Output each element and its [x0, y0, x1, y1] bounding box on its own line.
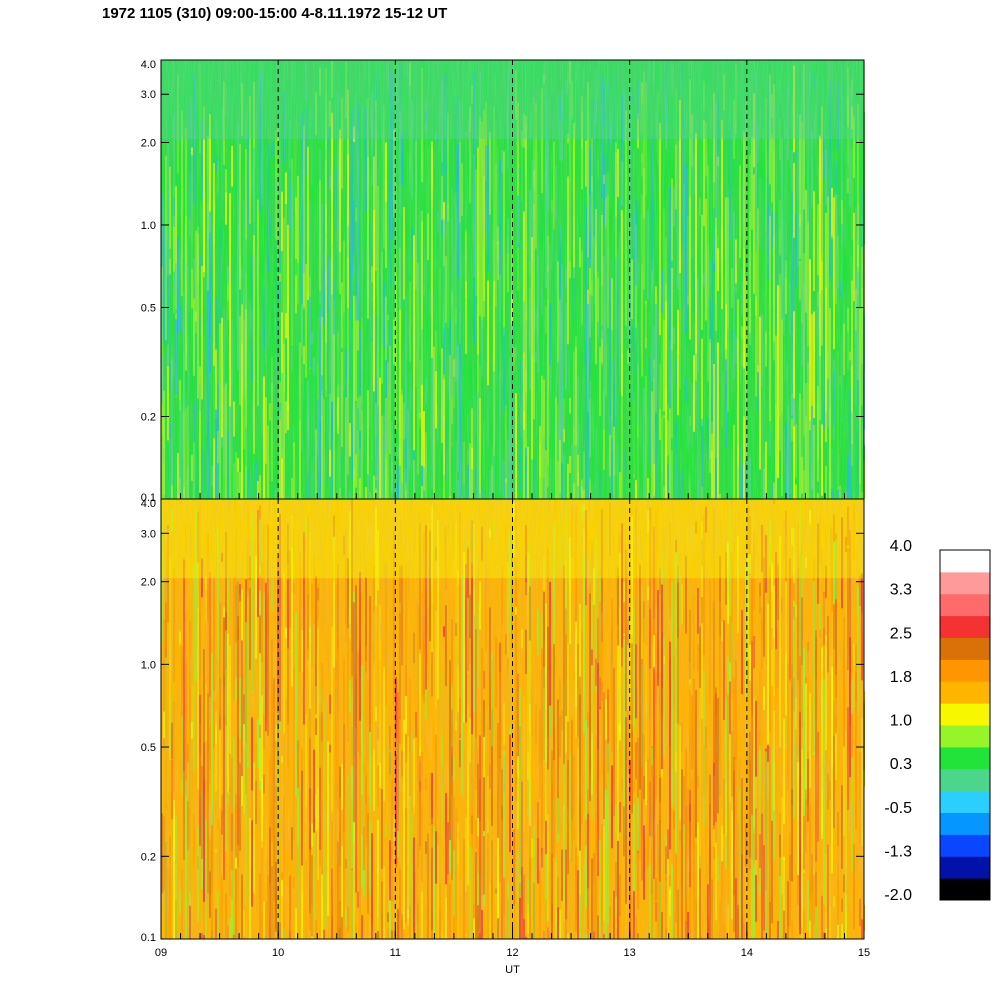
chart-title: 1972 1105 (310) 09:00-15:00 4-8.11.1972 … [102, 5, 448, 22]
colorbar-swatch [940, 768, 990, 792]
colorbar-swatch [940, 878, 990, 901]
colorbar-label: 2.5 [890, 625, 912, 642]
colorbar-swatch [940, 593, 990, 617]
colorbar: -2.0 -1.3 -0.5 0.3 1.0 1.8 2.5 3.3 4.0 [884, 538, 991, 904]
colorbar-swatch [940, 834, 990, 857]
colorbar-swatch [940, 812, 990, 835]
y-tick-label: 4.0 [141, 59, 156, 71]
colorbar-swatch [940, 615, 990, 638]
x-tick-label: 11 [390, 947, 401, 959]
x-tick-label: 13 [624, 947, 636, 959]
colorbar-swatch [940, 746, 990, 770]
x-tick-label: 10 [272, 947, 284, 959]
colorbar-swatch [940, 637, 990, 660]
x-tick-label: 15 [858, 947, 870, 959]
colorbar-label: 3.3 [890, 582, 912, 599]
colorbar-swatch [940, 856, 990, 879]
y-tick-label: 3.0 [141, 528, 156, 540]
y-tick-label: 2.0 [141, 577, 156, 589]
colorbar-swatch [940, 571, 990, 595]
colorbar-label: -0.5 [884, 800, 912, 817]
x-axis-label: UT [505, 964, 520, 976]
colorbar-frame [939, 549, 991, 901]
colorbar-swatch [940, 659, 990, 682]
colorbar-swatch [940, 790, 990, 813]
colorbar-label: -2.0 [884, 887, 912, 904]
colorbar-swatch [940, 725, 990, 748]
y-tick-label: 1.0 [141, 220, 156, 232]
y-tick-label: 2.0 [141, 137, 156, 149]
colorbar-label: 1.0 [890, 713, 912, 730]
y-tick-label: 1.0 [141, 659, 156, 671]
y-tick-label: 0.5 [141, 302, 156, 314]
colorbar-label: -1.3 [884, 843, 912, 860]
colorbar-swatch [940, 550, 990, 573]
colorbar-swatch [940, 703, 990, 726]
x-tick-label: 12 [506, 947, 518, 959]
y-tick-label: 3.0 [141, 89, 156, 101]
y-tick-label: 0.2 [141, 412, 156, 424]
y-tick-label: 0.1 [141, 492, 156, 504]
y-tick-label: 0.1 [141, 932, 156, 944]
colorbar-label: 4.0 [890, 538, 912, 555]
colorbar-label: 0.3 [890, 756, 912, 773]
axes: 0.10.20.51.02.03.04.00.10.20.51.02.03.04… [141, 59, 870, 976]
x-tick-label: 14 [741, 947, 753, 959]
y-tick-label: 0.2 [141, 851, 156, 863]
x-tick-label: 09 [155, 947, 167, 959]
y-tick-label: 4.0 [141, 498, 156, 510]
y-tick-label: 0.5 [141, 742, 156, 754]
colorbar-swatch [940, 681, 990, 704]
colorbar-label: 1.8 [890, 669, 912, 686]
